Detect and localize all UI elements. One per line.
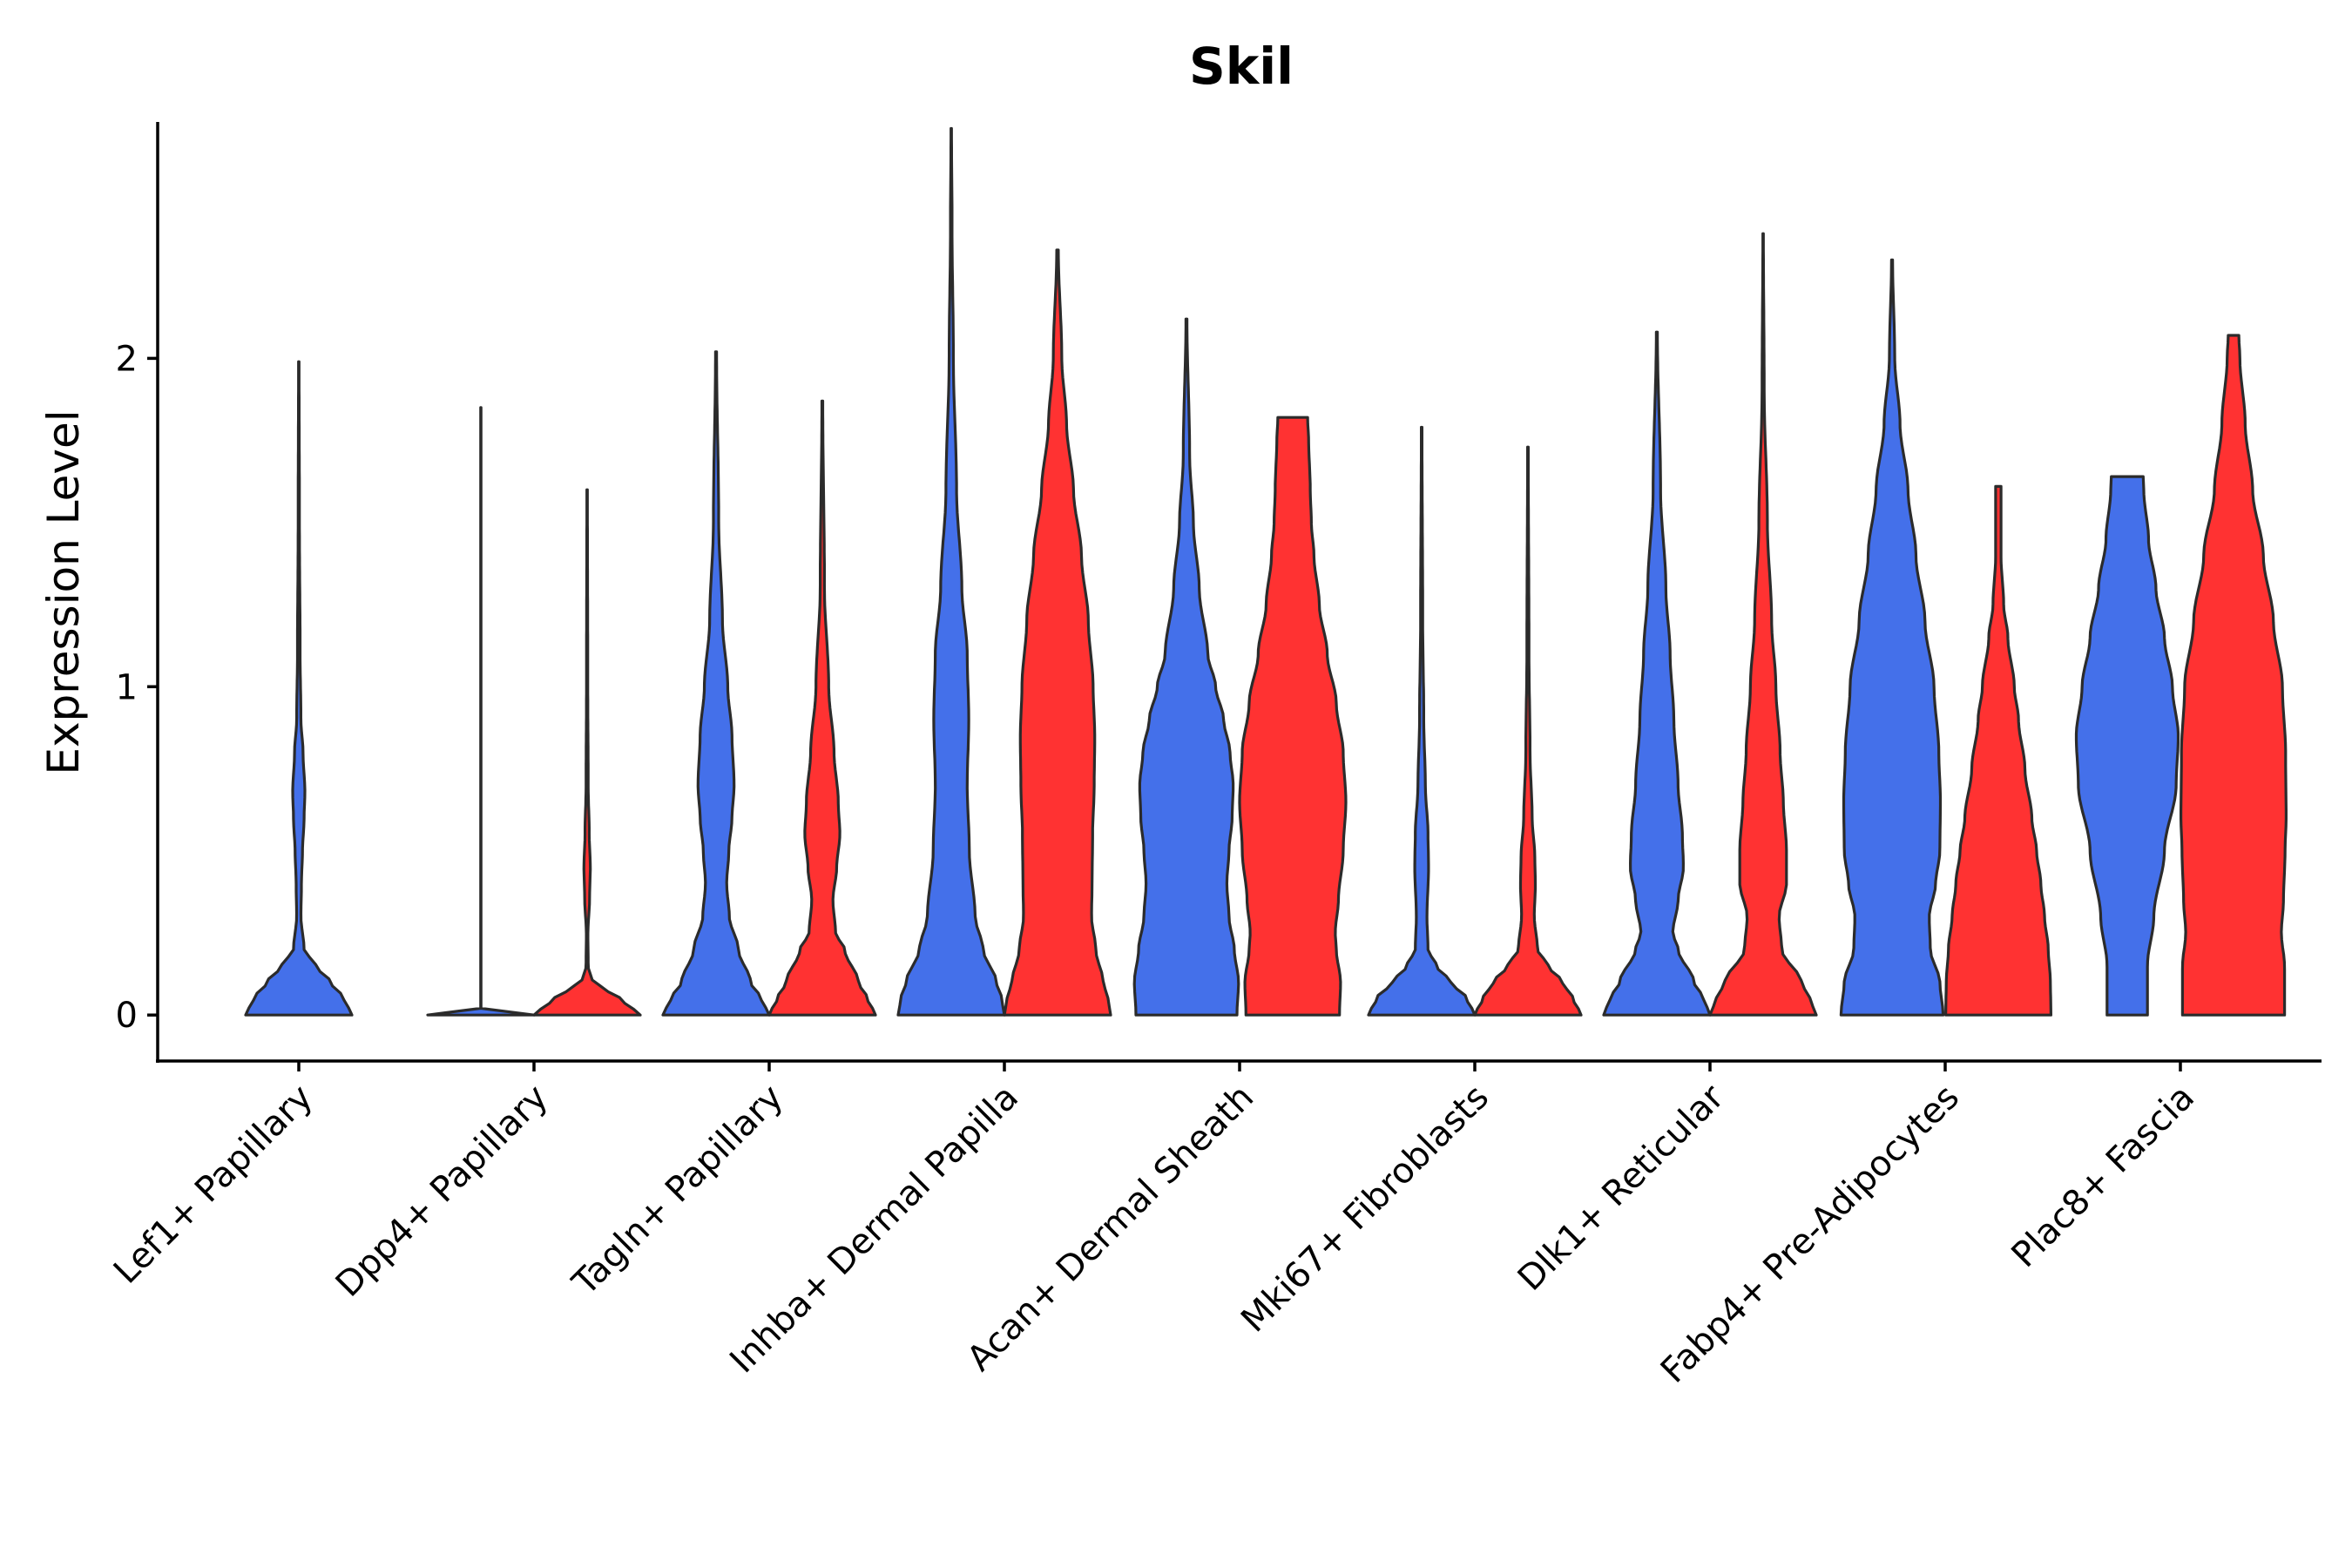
violin-inhba-dermal-papilla-blue — [896, 126, 1006, 1017]
violin-tagln-papillary-red — [767, 399, 877, 1017]
violin-plac8-fascia-blue — [2074, 475, 2180, 1017]
y-ticks: 0 1 2 — [116, 339, 158, 1036]
violin-mki67-fibroblasts-blue — [1367, 425, 1477, 1017]
violin-acan-dermal-sheath-red — [1238, 416, 1348, 1017]
violin-tagln-papillary-blue — [661, 350, 771, 1017]
chart-title: Skil — [1189, 37, 1294, 96]
violin-lef1-papillary-blue — [244, 360, 354, 1017]
violin-acan-dermal-sheath-blue — [1132, 317, 1240, 1017]
violin-fabp4-pre-adipocytes-blue — [1839, 258, 1945, 1017]
y-tick-label-0: 0 — [116, 996, 138, 1036]
violin-dlk1-reticular-red — [1708, 232, 1818, 1017]
y-tick-label-2: 2 — [116, 339, 138, 379]
violin-mki67-fibroblasts-red — [1473, 445, 1583, 1017]
y-axis-label: Expression Level — [38, 409, 89, 774]
violin-layer — [244, 126, 2288, 1017]
violin-fabp4-pre-adipocytes-red — [1944, 484, 2052, 1017]
y-tick-label-1: 1 — [116, 667, 138, 707]
violin-dpp4-papillary-red — [532, 488, 642, 1017]
violin-inhba-dermal-papilla-red — [1003, 248, 1112, 1017]
violin-plac8-fascia-red — [2180, 334, 2288, 1017]
violin-dlk1-reticular-blue — [1602, 330, 1712, 1017]
violin-dpp4-papillary-blue — [426, 406, 536, 1017]
